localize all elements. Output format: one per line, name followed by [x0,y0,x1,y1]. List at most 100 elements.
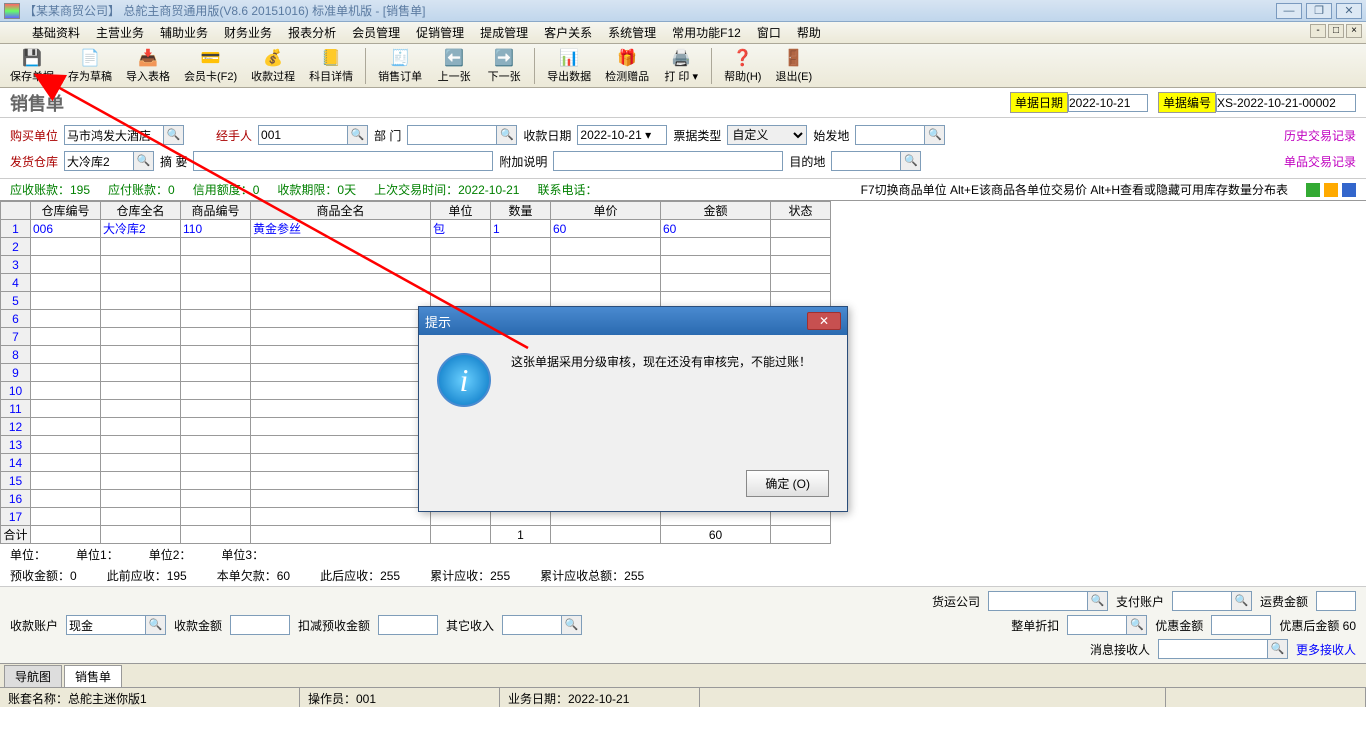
collect-icon: 💰 [263,48,283,68]
menu-member[interactable]: 会员管理 [344,22,408,43]
bill-type-select[interactable]: 自定义 [727,125,807,145]
warehouse-input[interactable] [64,151,134,171]
rcv-acct-search-icon[interactable]: 🔍 [146,615,166,635]
dest-input[interactable] [831,151,901,171]
mdi-minimize[interactable]: - [1310,24,1326,38]
import-button[interactable]: 📥导入表格 [120,46,176,86]
menu-promo[interactable]: 促销管理 [408,22,472,43]
col-p-no[interactable]: 商品编号 [181,202,251,220]
gift-button[interactable]: 🎁检测赠品 [599,46,655,86]
icon-orange[interactable] [1324,183,1338,197]
rcv-amt-input[interactable] [230,615,290,635]
help-button[interactable]: ❓帮助(H) [718,46,767,86]
table-row[interactable]: 1006大冷库2110黄金参丝包16060 [1,220,831,238]
rcv-amt-label: 收款金额 [174,617,222,634]
menu-crm[interactable]: 客户关系 [536,22,600,43]
mdi-restore[interactable]: □ [1328,24,1344,38]
table-row[interactable]: 3 [1,256,831,274]
col-qty[interactable]: 数量 [491,202,551,220]
history-link[interactable]: 历史交易记录 [1284,127,1356,144]
buyer-label: 购买单位 [10,127,58,144]
col-unit[interactable]: 单位 [431,202,491,220]
col-amount[interactable]: 金额 [661,202,771,220]
menu-basic[interactable]: 基础资料 [24,22,88,43]
discount-search-icon[interactable]: 🔍 [1127,615,1147,635]
info-last: 上次交易时间：2022-10-21 [374,181,519,198]
pay-acct-search-icon[interactable]: 🔍 [1232,591,1252,611]
mdi-close[interactable]: × [1346,24,1362,38]
other-input[interactable] [502,615,562,635]
col-status[interactable]: 状态 [771,202,831,220]
dialog-ok-button[interactable]: 确定 (O) [746,470,829,497]
print-button[interactable]: 🖨️打 印 ▾ [657,46,705,86]
col-p-name[interactable]: 商品全名 [251,202,431,220]
origin-input[interactable] [855,125,925,145]
rcv-date-input[interactable] [577,125,667,145]
unit1-lbl: 单位1： [76,546,119,563]
col-wh-name[interactable]: 仓库全名 [101,202,181,220]
menu-report[interactable]: 报表分析 [280,22,344,43]
sums-row: 预收金额：0 此前应收：195 本单欠款：60 此后应收：255 累计应收：25… [0,565,1366,586]
pref-amt-input[interactable] [1211,615,1271,635]
member-button[interactable]: 💳会员卡(F2) [178,46,243,86]
dest-search-icon[interactable]: 🔍 [901,151,921,171]
ship-co-search-icon[interactable]: 🔍 [1088,591,1108,611]
maximize-button[interactable]: ❐ [1306,3,1332,19]
menu-fav[interactable]: 常用功能F12 [664,22,749,43]
summary-input[interactable] [193,151,493,171]
tab-nav[interactable]: 导航图 [4,665,62,687]
exit-button[interactable]: 🚪退出(E) [769,46,818,86]
doc-no-field[interactable] [1216,94,1356,112]
col-wh-no[interactable]: 仓库编号 [31,202,101,220]
buyer-input[interactable] [64,125,164,145]
msg-rcv-search-icon[interactable]: 🔍 [1268,639,1288,659]
close-button[interactable]: ✕ [1336,3,1362,19]
buyer-search-icon[interactable]: 🔍 [164,125,184,145]
icon-green[interactable] [1306,183,1320,197]
dept-label: 部 门 [374,127,401,144]
freight-input[interactable] [1316,591,1356,611]
menu-finance[interactable]: 财务业务 [216,22,280,43]
order-button[interactable]: 🧾销售订单 [372,46,428,86]
warehouse-search-icon[interactable]: 🔍 [134,151,154,171]
table-row[interactable]: 2 [1,238,831,256]
menu-main-biz[interactable]: 主营业务 [88,22,152,43]
icon-blue[interactable] [1342,183,1356,197]
rcv-acct-input[interactable] [66,615,146,635]
total-qty: 1 [491,526,551,544]
item-link[interactable]: 单品交易记录 [1284,153,1356,170]
handler-search-icon[interactable]: 🔍 [348,125,368,145]
handler-input[interactable] [258,125,348,145]
dept-search-icon[interactable]: 🔍 [497,125,517,145]
more-rcv-link[interactable]: 更多接收人 [1296,641,1356,658]
col-price[interactable]: 单价 [551,202,661,220]
note-input[interactable] [553,151,783,171]
dept-input[interactable] [407,125,497,145]
origin-search-icon[interactable]: 🔍 [925,125,945,145]
dialog-close-button[interactable]: ✕ [807,312,841,330]
menu-commission[interactable]: 提成管理 [472,22,536,43]
deduct-input[interactable] [378,615,438,635]
prev-button[interactable]: ⬅️上一张 [430,46,478,86]
menu-system[interactable]: 系统管理 [600,22,664,43]
next-button[interactable]: ➡️下一张 [480,46,528,86]
menu-aux-biz[interactable]: 辅助业务 [152,22,216,43]
minimize-button[interactable]: — [1276,3,1302,19]
msg-rcv-input[interactable] [1158,639,1268,659]
menu-window[interactable]: 窗口 [749,22,789,43]
menu-help[interactable]: 帮助 [789,22,829,43]
doc-date-field[interactable] [1068,94,1148,112]
other-search-icon[interactable]: 🔍 [562,615,582,635]
export-button[interactable]: 📊导出数据 [541,46,597,86]
ship-co-input[interactable] [988,591,1088,611]
tab-sales[interactable]: 销售单 [64,665,122,687]
dialog-title-bar[interactable]: 提示 ✕ [419,307,847,335]
pay-acct-input[interactable] [1172,591,1232,611]
subject-button[interactable]: 📒科目详情 [303,46,359,86]
table-row[interactable]: 4 [1,274,831,292]
draft-button[interactable]: 📄存为草稿 [62,46,118,86]
discount-input[interactable] [1067,615,1127,635]
ship-co-label: 货运公司 [932,593,980,610]
collect-button[interactable]: 💰收款过程 [245,46,301,86]
save-button[interactable]: 💾保存单据 [4,46,60,86]
